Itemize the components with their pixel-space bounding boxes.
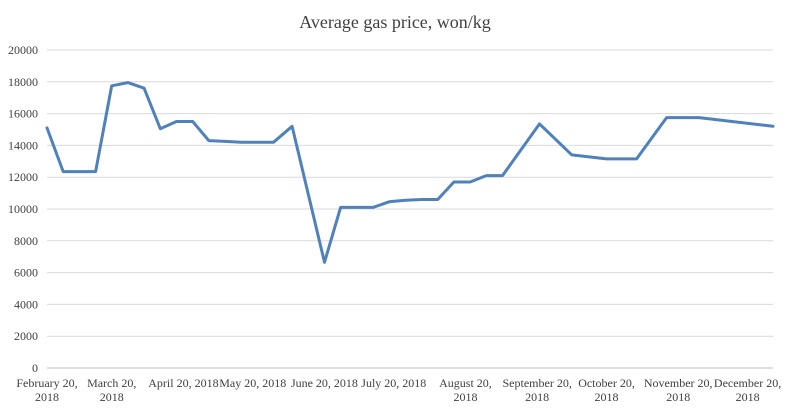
x-tick-label-year: 2018 [666,390,690,404]
y-tick-label: 6000 [14,266,38,280]
chart-title: Average gas price, won/kg [299,12,491,32]
x-tick: August 20,2018 [439,376,492,404]
y-tick-label: 8000 [14,234,38,248]
x-tick: February 20,2018 [16,376,77,404]
x-tick-label: August 20, [439,376,492,390]
x-tick: October 20,2018 [578,376,635,404]
x-tick: July 20, 2018 [361,376,426,390]
y-tick-label: 12000 [8,170,38,184]
y-tick-label: 16000 [8,107,38,121]
x-tick-label: October 20, [578,376,635,390]
x-tick-label-year: 2018 [100,390,124,404]
y-tick-label: 4000 [14,297,38,311]
y-axis-ticks: 0 2000 4000 6000 8000 10000 12000 14000 16000 180… [8,43,38,375]
y-tick-label: 18000 [8,75,38,89]
y-tick-label: 0 [32,361,38,375]
x-tick-label: July 20, 2018 [361,376,426,390]
x-tick: December 20,2018 [714,376,781,404]
x-tick-label: May 20, 2018 [219,376,286,390]
x-tick-label: April 20, 2018 [148,376,218,390]
x-tick-label: June 20, 2018 [291,376,358,390]
x-tick-label-year: 2018 [35,390,59,404]
series-line [45,81,775,264]
x-tick-label-year: 2018 [595,390,619,404]
x-tick: September 20,2018 [503,376,572,404]
series-lines [45,81,775,264]
x-tick: June 20, 2018 [291,376,358,390]
x-tick-label: December 20, [714,376,781,390]
y-tick-label: 2000 [14,329,38,343]
y-tick-label: 14000 [8,138,38,152]
x-tick-label: November 20, [644,376,713,390]
x-tick-label-year: 2018 [525,390,549,404]
x-tick-label-year: 2018 [453,390,477,404]
x-tick-label-year: 2018 [736,390,760,404]
x-tick: March 20,2018 [87,376,136,404]
x-tick: November 20,2018 [644,376,713,404]
y-tick-label: 20000 [8,43,38,57]
x-tick: April 20, 2018 [148,376,218,390]
x-tick-label: September 20, [503,376,572,390]
x-tick-label: February 20, [16,376,77,390]
y-tick-label: 10000 [8,202,38,216]
gridlines [47,49,773,369]
x-tick: May 20, 2018 [219,376,286,390]
x-tick-label: March 20, [87,376,136,390]
